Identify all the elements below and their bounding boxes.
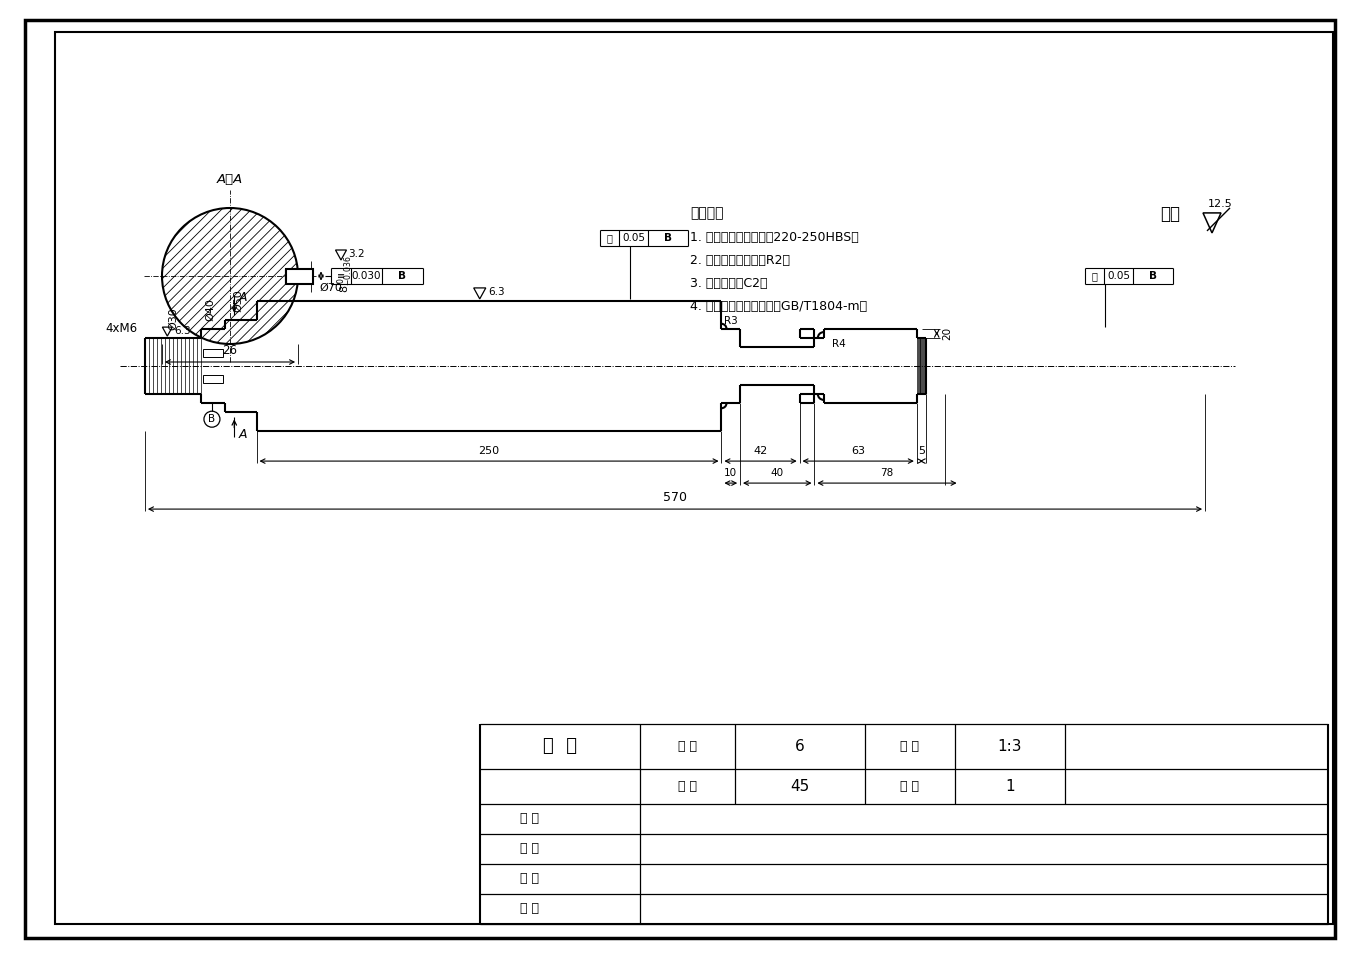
Text: 6: 6	[796, 739, 805, 754]
Text: B: B	[208, 414, 216, 424]
Text: Ø70: Ø70	[319, 283, 342, 293]
Text: 12.5: 12.5	[1209, 199, 1233, 209]
Text: 5: 5	[918, 446, 925, 456]
Text: 40: 40	[771, 468, 784, 478]
Text: 2. 未注圆角半径均为R2；: 2. 未注圆角半径均为R2；	[690, 254, 790, 267]
Text: B: B	[664, 233, 672, 243]
Text: 20: 20	[941, 327, 952, 340]
Text: A: A	[238, 291, 247, 304]
Text: 比 例: 比 例	[900, 740, 919, 753]
Text: ⌯: ⌯	[607, 233, 612, 243]
Text: R3: R3	[724, 315, 739, 326]
Text: 材 料: 材 料	[678, 780, 697, 793]
Text: 0.05: 0.05	[1107, 271, 1130, 281]
Text: A－A: A－A	[217, 173, 243, 186]
Text: 78: 78	[880, 468, 894, 478]
Text: 570: 570	[663, 491, 687, 504]
Text: 图 号: 图 号	[678, 740, 697, 753]
Text: A: A	[238, 428, 247, 441]
Text: 4xM6: 4xM6	[105, 322, 137, 336]
Text: 成 绩: 成 绩	[520, 873, 539, 885]
Text: ⌯: ⌯	[1092, 271, 1097, 281]
Text: 3. 未注倒角为C2；: 3. 未注倒角为C2；	[690, 277, 767, 290]
Bar	[202, 349, 223, 357]
Text: 1: 1	[1005, 779, 1014, 794]
Text: 6.3: 6.3	[488, 288, 504, 297]
Text: R4: R4	[832, 338, 846, 349]
Text: 0.05: 0.05	[622, 233, 645, 243]
Text: 审 阅: 审 阅	[520, 842, 539, 856]
Text: 42: 42	[754, 446, 767, 456]
Text: 6.3: 6.3	[174, 326, 191, 336]
Text: 1:3: 1:3	[998, 739, 1023, 754]
Bar	[202, 376, 223, 382]
Text: 其余: 其余	[1160, 205, 1180, 223]
Text: ≡: ≡	[337, 271, 345, 281]
Text: 设 计: 设 计	[520, 813, 539, 825]
Text: Ø50: Ø50	[234, 289, 243, 312]
Text: $8^{\ 0}_{-0.036}$: $8^{\ 0}_{-0.036}$	[335, 255, 354, 293]
Text: 45: 45	[790, 779, 809, 794]
Text: 1. 调质处理后表面硬度220-250HBS；: 1. 调质处理后表面硬度220-250HBS；	[690, 231, 858, 244]
Text: B: B	[398, 271, 406, 281]
Text: 主  轴: 主 轴	[543, 737, 577, 755]
Text: 10: 10	[724, 468, 737, 478]
Text: 63: 63	[851, 446, 865, 456]
Text: 3.2: 3.2	[349, 249, 365, 259]
Text: 技术要求: 技术要求	[690, 206, 724, 220]
Text: 4. 未注尺寸公差按等级为GB/T1804-m。: 4. 未注尺寸公差按等级为GB/T1804-m。	[690, 300, 868, 313]
Text: 日 期: 日 期	[520, 902, 539, 916]
Text: B: B	[1149, 271, 1157, 281]
Text: 26: 26	[223, 344, 238, 357]
Text: Ø40: Ø40	[205, 298, 215, 321]
Bar	[287, 269, 312, 284]
Text: 数 量: 数 量	[900, 780, 919, 793]
Text: 0.030: 0.030	[352, 271, 382, 281]
Text: Ø30: Ø30	[168, 308, 178, 330]
Text: 250: 250	[478, 446, 500, 456]
